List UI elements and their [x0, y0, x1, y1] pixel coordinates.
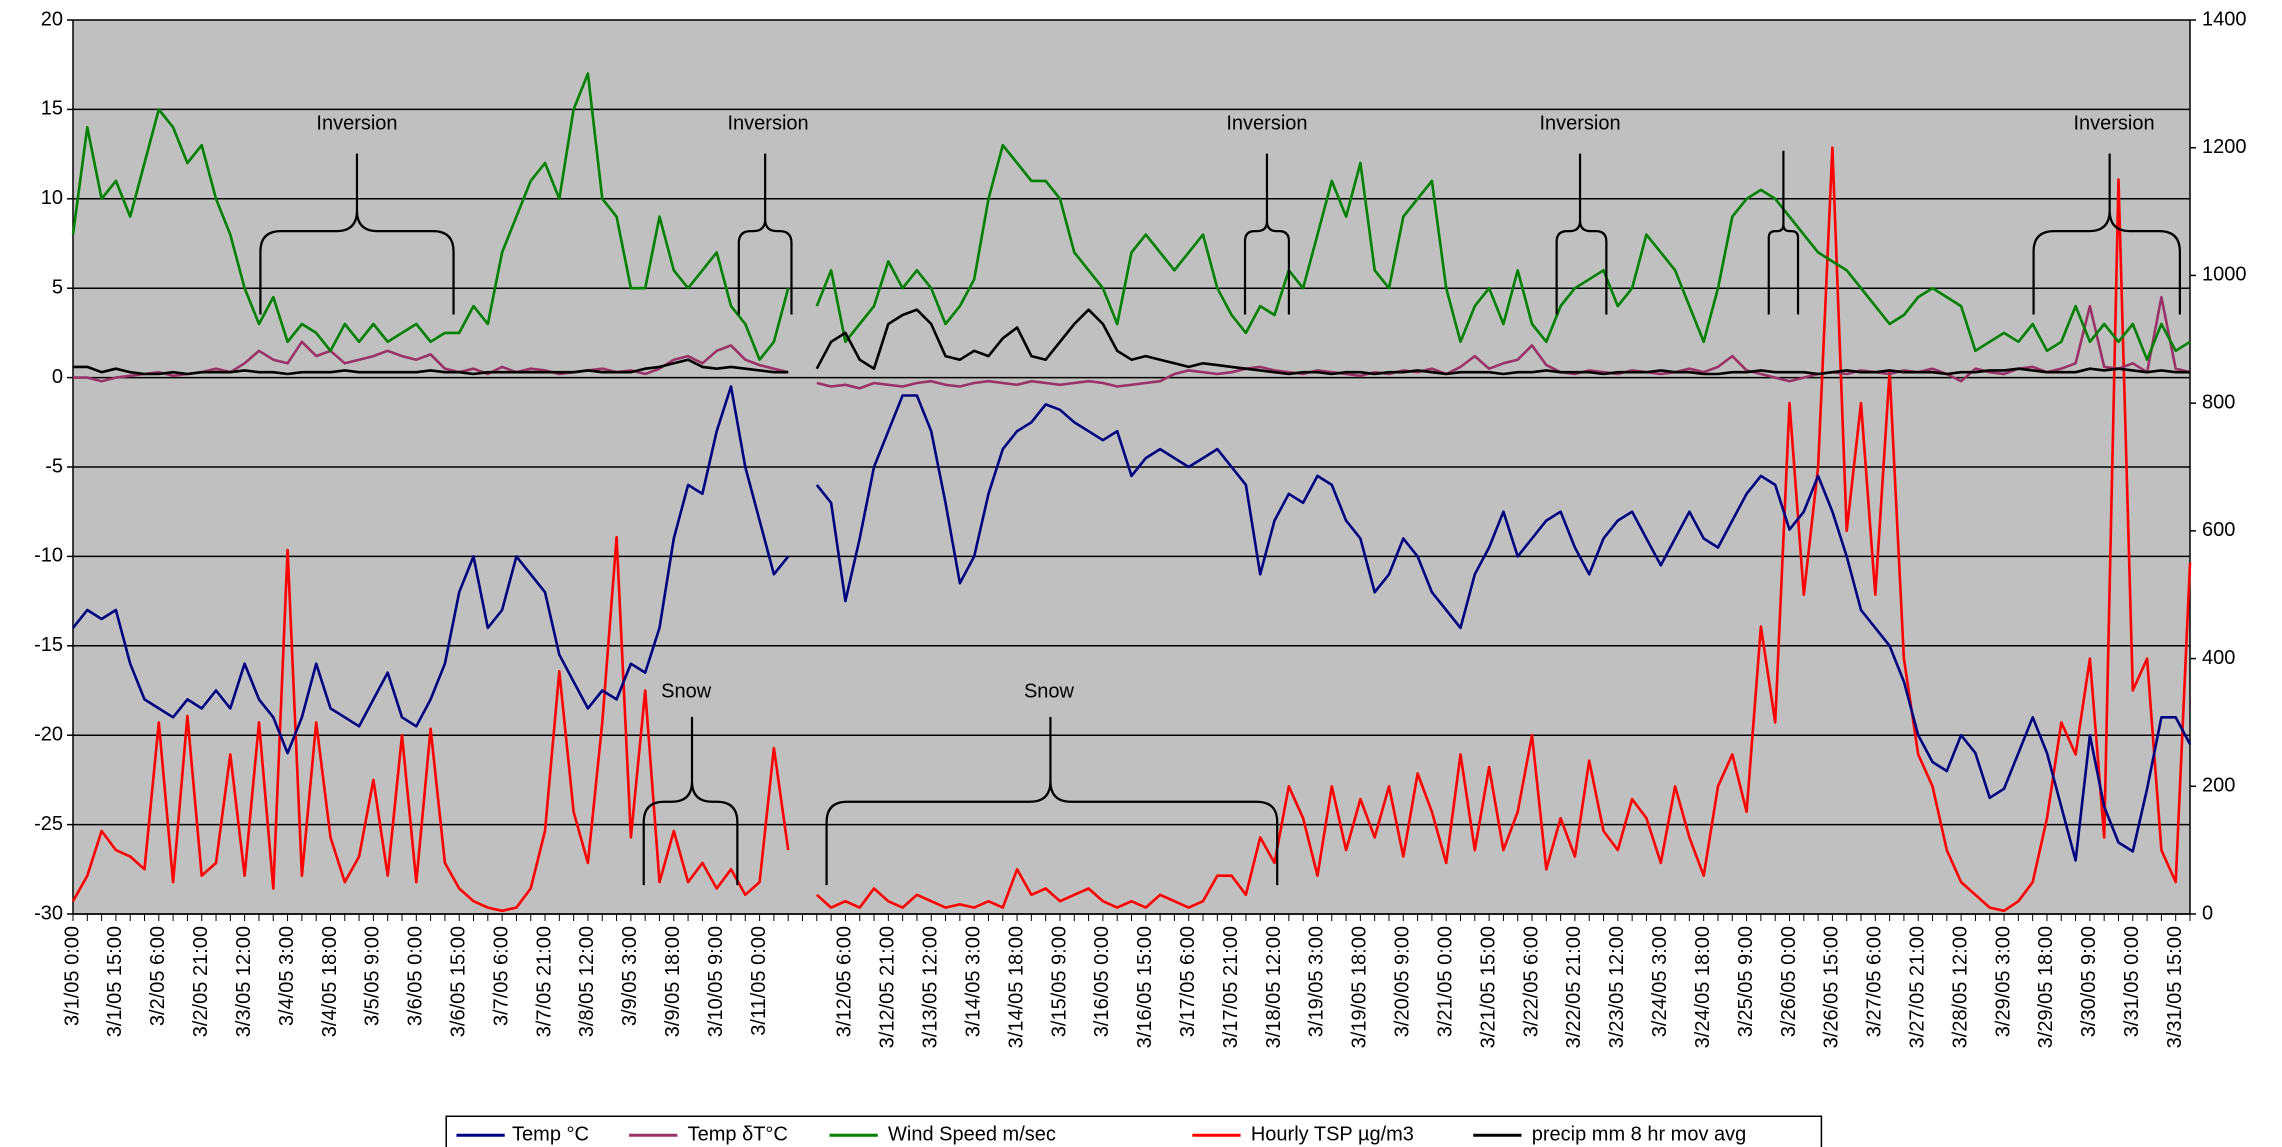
- series-line: [71, 72, 2191, 361]
- x-tick-label: 3/24/05 3:00: [1649, 926, 1671, 1037]
- x-tick-label: 3/10/05 9:00: [705, 926, 727, 1037]
- x-tick-label: 3/6/05 0:00: [405, 926, 427, 1026]
- x-tick-label: 3/25/05 9:00: [1735, 926, 1757, 1037]
- annotation: Snow: [1024, 680, 1075, 702]
- annotation: Inversion: [316, 113, 397, 135]
- y2-tick-label: 400: [2202, 647, 2235, 669]
- y2-tick-label: 1400: [2202, 8, 2247, 30]
- x-tick-label: 3/9/05 18:00: [662, 926, 684, 1037]
- x-tick-label: 3/11/05 0:00: [748, 926, 770, 1036]
- series-line: [71, 146, 2192, 913]
- brace: [825, 716, 1279, 886]
- brace: [2032, 153, 2181, 315]
- x-tick-label: 3/2/05 6:00: [147, 926, 169, 1026]
- x-tick-label: 3/9/05 3:00: [619, 926, 641, 1026]
- y-tick-label: -10: [34, 545, 63, 567]
- x-tick-label: 3/19/05 3:00: [1306, 926, 1328, 1037]
- x-tick-label: 3/22/05 21:00: [1563, 926, 1585, 1048]
- x-tick-label: 3/13/05 12:00: [920, 926, 942, 1048]
- legend-box: [445, 1115, 1823, 1147]
- x-tick-label: 3/14/05 3:00: [962, 926, 984, 1037]
- x-tick-label: 3/12/05 21:00: [877, 926, 899, 1048]
- x-tick-label: 3/14/05 18:00: [1005, 926, 1027, 1048]
- x-tick-label: 3/22/05 6:00: [1520, 926, 1542, 1037]
- x-tick-label: 3/7/05 6:00: [490, 926, 512, 1026]
- x-tick-label: 3/16/05 0:00: [1091, 926, 1113, 1037]
- x-tick-label: 3/28/05 12:00: [1949, 926, 1971, 1048]
- x-tick-label: 3/2/05 21:00: [190, 926, 212, 1037]
- x-tick-label: 3/4/05 3:00: [276, 926, 298, 1026]
- x-tick-label: 3/19/05 18:00: [1349, 926, 1371, 1048]
- annotation: Inversion: [1539, 113, 1620, 135]
- y-tick-label: 20: [41, 8, 63, 30]
- brace: [1555, 153, 1608, 315]
- x-tick-label: 3/27/05 6:00: [1864, 926, 1886, 1037]
- x-tick-label: 3/3/05 12:00: [233, 926, 255, 1037]
- legend-label: Hourly TSP µg/m3: [1251, 1124, 1414, 1146]
- brace: [1767, 150, 1800, 315]
- x-tick-label: 3/31/05 0:00: [2121, 926, 2143, 1037]
- x-tick-label: 3/8/05 12:00: [576, 926, 598, 1037]
- x-tick-label: 3/24/05 18:00: [1692, 926, 1714, 1048]
- x-tick-label: 3/26/05 0:00: [1778, 926, 1800, 1037]
- y-tick-label: 0: [52, 366, 63, 388]
- y-tick-label: 5: [52, 276, 63, 298]
- x-tick-label: 3/7/05 21:00: [533, 926, 555, 1037]
- brace: [259, 153, 455, 315]
- series-line: [73, 308, 2190, 376]
- legend-label: Temp °C: [512, 1124, 589, 1146]
- brace: [737, 153, 793, 315]
- y-tick-label: -20: [34, 723, 63, 745]
- x-tick-label: 3/1/05 0:00: [61, 926, 83, 1026]
- x-tick-label: 3/20/05 9:00: [1392, 926, 1414, 1037]
- x-tick-label: 3/21/05 0:00: [1434, 926, 1456, 1037]
- annotation: Inversion: [2073, 113, 2154, 135]
- y2-tick-label: 1000: [2202, 264, 2247, 286]
- x-tick-label: 3/1/05 15:00: [104, 926, 126, 1037]
- legend-label: precip mm 8 hr mov avg: [1532, 1124, 1747, 1146]
- x-tick-label: 3/6/05 15:00: [447, 926, 469, 1037]
- annotation: Inversion: [1226, 113, 1307, 135]
- x-tick-label: 3/30/05 9:00: [2078, 926, 2100, 1037]
- x-tick-label: 3/17/05 6:00: [1177, 926, 1199, 1037]
- y-tick-label: 10: [41, 187, 63, 209]
- y-tick-label: -5: [45, 455, 63, 477]
- y-tick-label: -15: [34, 634, 63, 656]
- x-tick-label: 3/17/05 21:00: [1220, 926, 1242, 1048]
- y2-tick-label: 800: [2202, 391, 2235, 413]
- x-tick-label: 3/31/05 15:00: [2164, 926, 2186, 1048]
- x-tick-label: 3/27/05 21:00: [1907, 926, 1929, 1048]
- x-tick-label: 3/21/05 15:00: [1477, 926, 1499, 1048]
- legend-label: Temp δT°C: [688, 1124, 788, 1146]
- annotation: Snow: [661, 680, 712, 702]
- legend-label: Wind Speed m/sec: [888, 1124, 1056, 1146]
- y2-tick-label: 0: [2202, 902, 2213, 924]
- y-tick-label: 15: [41, 98, 63, 120]
- x-tick-label: 3/5/05 9:00: [362, 926, 384, 1026]
- x-tick-label: 3/26/05 15:00: [1821, 926, 1843, 1048]
- annotation: Inversion: [727, 113, 808, 135]
- y2-tick-label: 600: [2202, 519, 2235, 541]
- x-tick-label: 3/12/05 6:00: [834, 926, 856, 1037]
- y2-tick-label: 200: [2202, 775, 2235, 797]
- x-tick-label: 3/18/05 12:00: [1263, 926, 1285, 1048]
- brace: [642, 716, 739, 886]
- x-tick-label: 3/15/05 9:00: [1048, 926, 1070, 1037]
- series-line: [71, 385, 2192, 862]
- x-tick-label: 3/29/05 18:00: [2035, 926, 2057, 1048]
- brace: [1243, 153, 1290, 315]
- x-tick-label: 3/16/05 15:00: [1134, 926, 1156, 1048]
- x-tick-label: 3/4/05 18:00: [319, 926, 341, 1037]
- y2-tick-label: 1200: [2202, 136, 2247, 158]
- x-tick-label: 3/23/05 12:00: [1606, 926, 1628, 1048]
- x-tick-label: 3/29/05 3:00: [1992, 926, 2014, 1037]
- y-tick-label: -25: [34, 813, 63, 835]
- y-tick-label: -30: [34, 902, 63, 924]
